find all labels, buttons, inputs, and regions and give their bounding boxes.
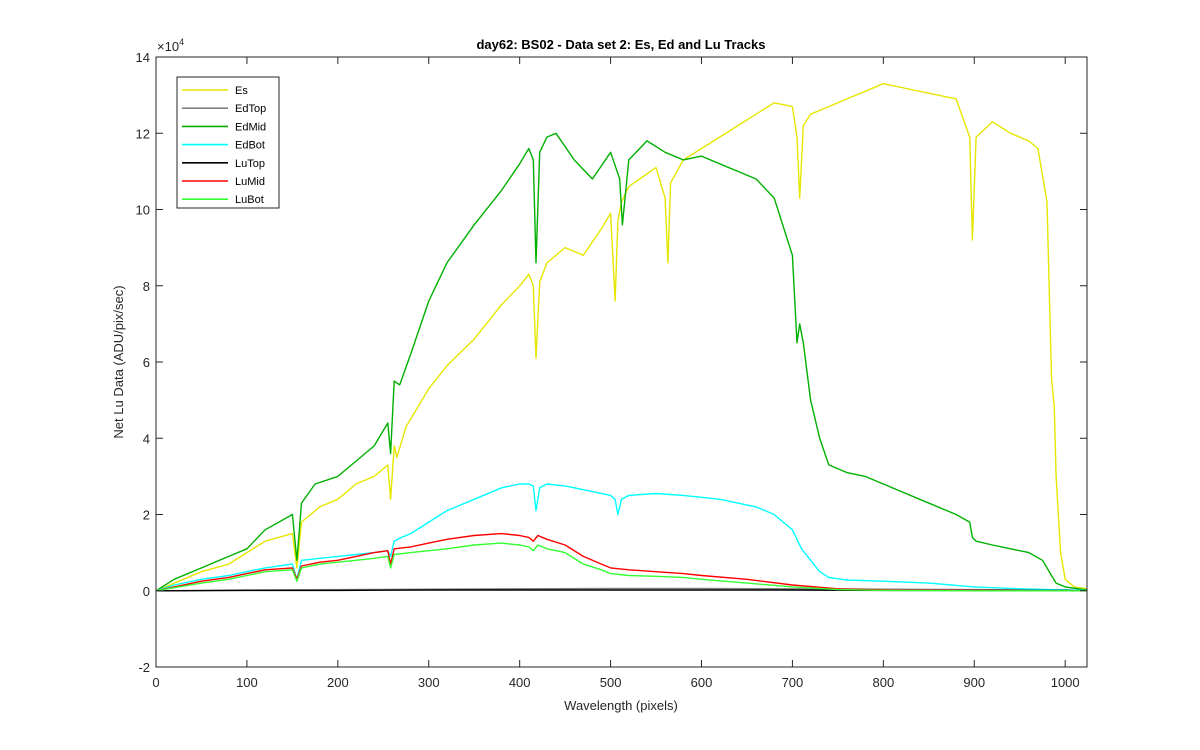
legend-label-edbot: EdBot [235, 140, 265, 152]
y-axis-title: Net Lu Data (ADU/pix/sec) [111, 285, 126, 438]
y-axis-exponent-power: 4 [179, 37, 184, 47]
legend-label-lubot: LuBot [235, 194, 264, 206]
legend: Es EdTop EdMid EdBot LuTop LuMid LuBot [176, 76, 280, 209]
y-axis-exponent: ×104 [157, 37, 184, 54]
y-tick-label: 8 [143, 279, 150, 294]
y-tick-label: 14 [136, 50, 150, 65]
x-tick-label: 300 [418, 675, 440, 690]
x-axis-title: Wavelength (pixels) [564, 698, 678, 713]
y-tick-label: -2 [138, 660, 150, 675]
legend-label-lutop: LuTop [235, 158, 265, 170]
x-tick-label: 400 [509, 675, 531, 690]
series-line-es [155, 82, 1088, 592]
series-line-edbot [155, 483, 1088, 592]
x-tick-label: 500 [600, 675, 622, 690]
y-tick-label: 6 [143, 355, 150, 370]
series-line-edmid [155, 132, 1088, 592]
chart-title: day62: BS02 - Data set 2: Es, Ed and Lu … [476, 37, 765, 52]
series-line-lubot [155, 542, 1087, 592]
x-tick-label: 900 [963, 675, 985, 690]
series-line-edtop [155, 587, 1088, 592]
y-tick-label: 10 [136, 203, 150, 218]
x-tick-label: 800 [872, 675, 894, 690]
x-tick-label: 1000 [1051, 675, 1080, 690]
y-tick-label: 12 [136, 126, 150, 141]
legend-entries: Es EdTop EdMid EdBot LuTop LuMid LuBot [182, 85, 266, 206]
legend-label-lumid: LuMid [235, 176, 265, 188]
series-layer [155, 82, 1088, 592]
x-tick-label: 600 [691, 675, 713, 690]
x-tick-label: 0 [152, 675, 159, 690]
y-axis-exponent-base: ×10 [157, 39, 179, 54]
legend-box [176, 76, 280, 209]
legend-label-edtop: EdTop [235, 103, 266, 115]
y-tick-label: 4 [143, 431, 150, 446]
tick-layer: 0 100 200 300 400 500 600 700 800 900 1000-2024681… [136, 50, 1087, 690]
x-tick-label: 100 [236, 675, 258, 690]
x-tick-label: 700 [782, 675, 804, 690]
y-tick-label: 0 [143, 584, 150, 599]
x-tick-label: 200 [327, 675, 349, 690]
y-tick-label: 2 [143, 508, 150, 523]
legend-label-edmid: EdMid [235, 121, 266, 133]
legend-label-es: Es [235, 85, 248, 97]
